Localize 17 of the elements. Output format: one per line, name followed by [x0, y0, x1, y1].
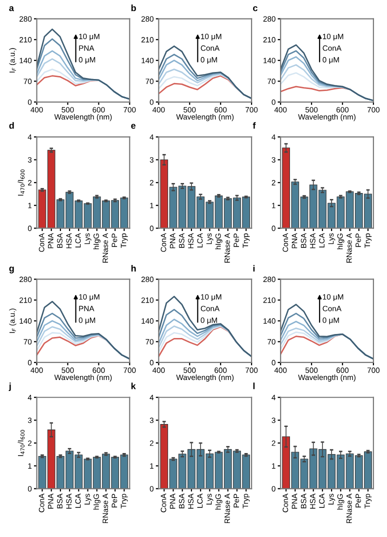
chart-title: l	[253, 382, 255, 390]
line-series	[158, 45, 252, 100]
chart-title: f	[252, 122, 256, 129]
chart-title: k	[131, 382, 136, 390]
chart-title: g	[9, 266, 14, 274]
chart-title: i	[253, 265, 255, 272]
chart-title: e	[131, 124, 136, 129]
line-series	[158, 296, 252, 358]
chart-title: c	[253, 6, 258, 12]
line-series	[280, 334, 344, 355]
chart-title: a	[9, 6, 14, 12]
chart-title: j	[8, 382, 11, 391]
chart-title: h	[131, 265, 136, 272]
line-series	[280, 304, 374, 360]
chart-title: d	[9, 122, 14, 129]
chart-title: b	[131, 4, 136, 12]
line-series	[36, 300, 130, 360]
